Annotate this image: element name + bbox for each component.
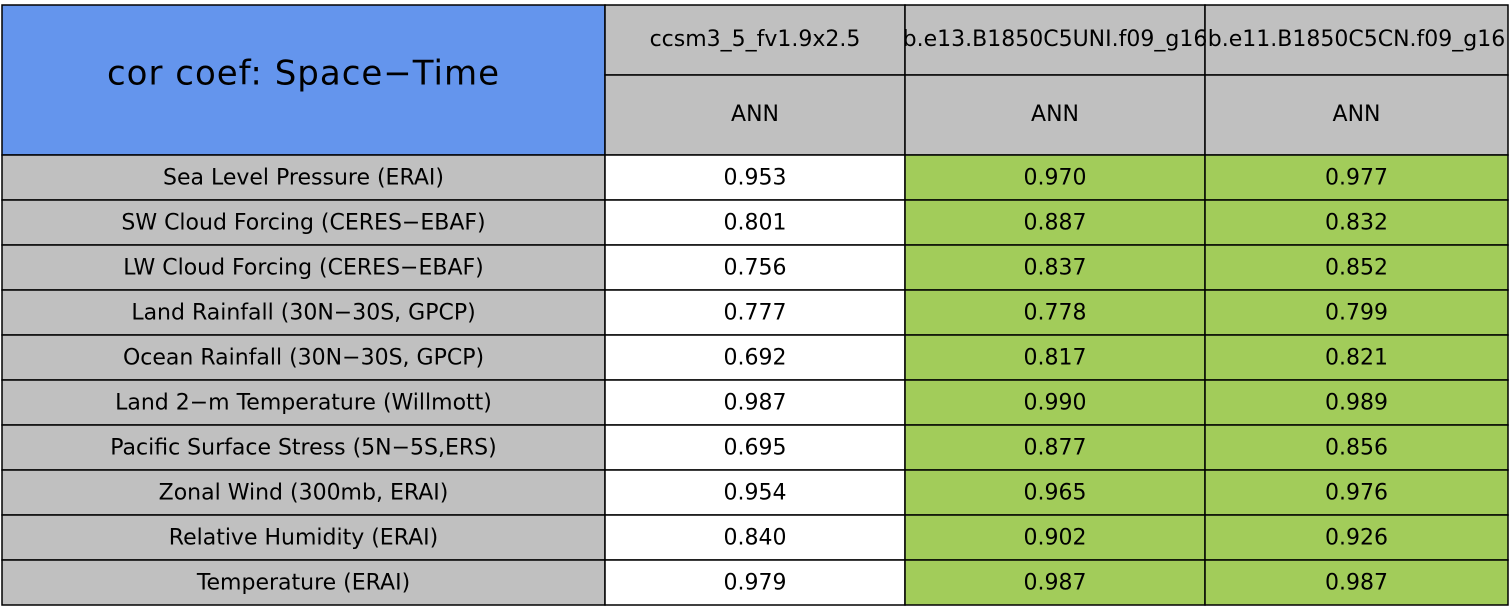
value-cell (604, 379, 906, 426)
header-cell (1204, 4, 1509, 76)
row-label-cell (1, 244, 606, 291)
row-label-cell (1, 154, 606, 201)
value-cell (1204, 379, 1509, 426)
season-label: ANN (1333, 102, 1381, 127)
row-label-cell (1, 199, 606, 246)
value-cell (604, 244, 906, 291)
row-label-cell (1, 289, 606, 336)
cell-value: 0.695 (724, 436, 787, 461)
header-cell (604, 4, 906, 76)
season-cell (604, 74, 906, 156)
row-label: Land 2−m Temperature (Willmott) (115, 391, 492, 416)
value-cell (1204, 244, 1509, 291)
row-label-cell (1, 379, 606, 426)
cell-value: 0.965 (1024, 481, 1087, 506)
value-cell (604, 289, 906, 336)
cell-value: 0.837 (1024, 256, 1087, 281)
cell-value: 0.990 (1024, 391, 1087, 416)
cell-value: 0.877 (1024, 436, 1087, 461)
cell-value: 0.840 (724, 526, 787, 551)
cell-value: 0.832 (1325, 211, 1388, 236)
cell-value: 0.970 (1024, 166, 1087, 191)
season-label: ANN (731, 102, 779, 127)
season-cell (904, 74, 1206, 156)
cell-value: 0.979 (724, 571, 787, 596)
value-cell (904, 289, 1206, 336)
cell-value: 0.902 (1024, 526, 1087, 551)
value-cell (904, 199, 1206, 246)
cell-value: 0.926 (1325, 526, 1388, 551)
column-header: b.e13.B1850C5UNI.f09_g16 (903, 27, 1208, 52)
season-label: ANN (1031, 102, 1079, 127)
cell-value: 0.817 (1024, 346, 1087, 371)
row-label: SW Cloud Forcing (CERES−EBAF) (121, 211, 485, 236)
row-label: Temperature (ERAI) (196, 571, 410, 596)
table-title: cor coef: Space−Time (107, 54, 500, 94)
value-cell (1204, 154, 1509, 201)
cell-value: 0.852 (1325, 256, 1388, 281)
value-cell (604, 559, 906, 606)
value-cell (604, 334, 906, 381)
title-cell (1, 4, 606, 156)
value-cell (904, 514, 1206, 561)
cell-value: 0.954 (724, 481, 787, 506)
cell-value: 0.953 (724, 166, 787, 191)
row-label-cell (1, 514, 606, 561)
value-cell (904, 559, 1206, 606)
value-cell (1204, 289, 1509, 336)
cell-value: 0.756 (724, 256, 787, 281)
value-cell (904, 154, 1206, 201)
cell-value: 0.977 (1325, 166, 1388, 191)
value-cell (1204, 469, 1509, 516)
cell-value: 0.987 (1024, 571, 1087, 596)
value-cell (1204, 334, 1509, 381)
cell-value: 0.976 (1325, 481, 1388, 506)
row-label: LW Cloud Forcing (CERES−EBAF) (123, 256, 484, 281)
row-label: Relative Humidity (ERAI) (169, 526, 438, 551)
cell-value: 0.821 (1325, 346, 1388, 371)
row-label: Land Rainfall (30N−30S, GPCP) (131, 301, 475, 326)
row-label: Pacific Surface Stress (5N−5S,ERS) (110, 436, 496, 461)
cell-value: 0.856 (1325, 436, 1388, 461)
cell-value: 0.987 (1325, 571, 1388, 596)
column-header: ccsm3_5_fv1.9x2.5 (650, 27, 861, 52)
row-label: Zonal Wind (300mb, ERAI) (159, 481, 449, 506)
cell-value: 0.987 (724, 391, 787, 416)
column-header: b.e11.B1850C5CN.f09_g16 (1208, 27, 1505, 52)
row-label: Ocean Rainfall (30N−30S, GPCP) (123, 346, 484, 371)
value-cell (904, 244, 1206, 291)
cell-value: 0.887 (1024, 211, 1087, 236)
cell-value: 0.777 (724, 301, 787, 326)
value-cell (604, 469, 906, 516)
row-label-cell (1, 469, 606, 516)
value-cell (1204, 559, 1509, 606)
cell-value: 0.989 (1325, 391, 1388, 416)
cell-value: 0.799 (1325, 301, 1388, 326)
value-cell (1204, 514, 1509, 561)
cell-value: 0.778 (1024, 301, 1087, 326)
header-cell (904, 4, 1206, 76)
cell-value: 0.692 (724, 346, 787, 371)
row-label: Sea Level Pressure (ERAI) (163, 166, 444, 191)
cell-value: 0.801 (724, 211, 787, 236)
